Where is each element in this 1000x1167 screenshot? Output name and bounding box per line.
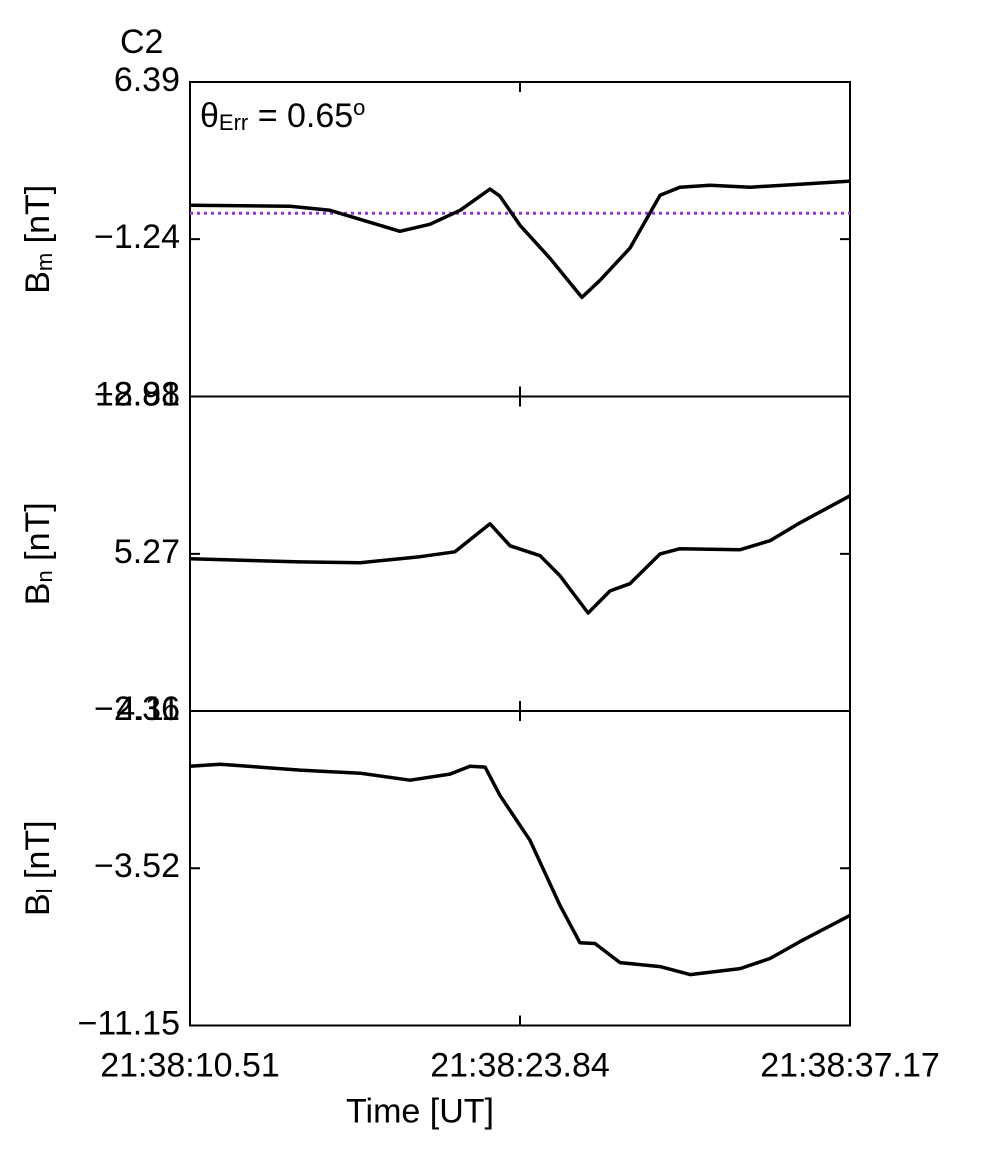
panel-frame bbox=[189, 710, 851, 1027]
panel-frame bbox=[189, 395, 851, 712]
y-tick-label: −3.52 bbox=[94, 847, 180, 885]
label-part: B bbox=[19, 583, 57, 606]
label-part: n bbox=[32, 570, 57, 582]
label-part: o bbox=[353, 95, 365, 120]
label-part: θ bbox=[200, 97, 219, 135]
x-tick-label: 21:38:37.17 bbox=[760, 1046, 940, 1084]
data-line bbox=[189, 494, 851, 615]
label-part: [nT] bbox=[19, 820, 57, 888]
y-tick-label: 6.39 bbox=[114, 61, 180, 99]
label-part: m bbox=[32, 253, 57, 271]
y-tick-label: 4.11 bbox=[116, 690, 180, 728]
annotation: θErr = 0.65o bbox=[200, 95, 365, 135]
y-tick-label: 12.91 bbox=[95, 375, 180, 413]
y-tick-label: −1.24 bbox=[94, 218, 180, 256]
label-part: = 0.65 bbox=[248, 97, 353, 135]
x-tick-label: 21:38:23.84 bbox=[430, 1046, 610, 1084]
label-part: [nT] bbox=[19, 502, 57, 570]
data-line bbox=[189, 762, 851, 977]
y-tick-label: 5.27 bbox=[114, 533, 180, 571]
x-axis-label: Time [UT] bbox=[346, 1092, 494, 1130]
x-tick-label: 21:38:10.51 bbox=[100, 1046, 280, 1084]
chart-title: C2 bbox=[120, 23, 163, 61]
y-tick-label: −8.88 bbox=[94, 375, 180, 413]
label-part: [nT] bbox=[19, 185, 57, 253]
label-part: B bbox=[19, 271, 57, 294]
label-part: Err bbox=[219, 110, 248, 135]
y-axis-label: Bn [nT] bbox=[19, 502, 57, 605]
data-line bbox=[189, 179, 851, 300]
y-tick-label: −2.36 bbox=[94, 690, 180, 728]
y-axis-label: Bm [nT] bbox=[19, 185, 57, 294]
label-part: B bbox=[19, 893, 57, 916]
y-axis-label: Bl [nT] bbox=[19, 820, 57, 916]
label-part: l bbox=[32, 888, 57, 893]
y-tick-label: −11.15 bbox=[78, 1004, 180, 1042]
